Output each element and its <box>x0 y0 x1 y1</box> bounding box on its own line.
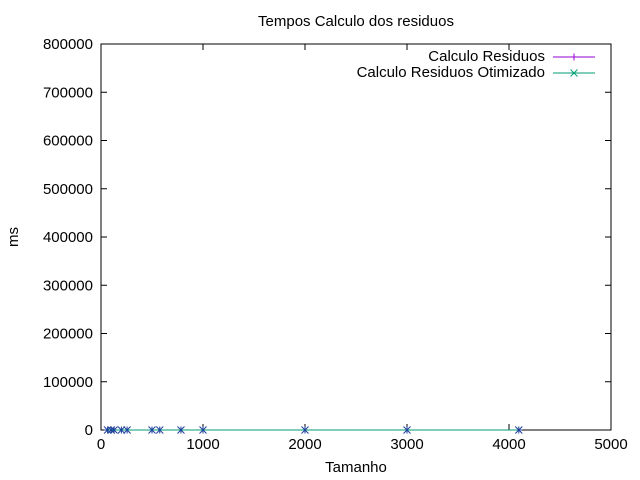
legend-marker-glyph-0 <box>570 53 578 61</box>
series-1-point-0 <box>103 426 112 434</box>
y-tick-label-2: 200000 <box>43 326 93 343</box>
series-1-point-8 <box>199 426 207 434</box>
y-tick-label-5: 500000 <box>43 181 93 198</box>
y-tick-label-6: 600000 <box>43 133 93 150</box>
x-tick-label-0: 0 <box>97 436 105 453</box>
series-1-point-5 <box>148 426 156 434</box>
y-tick-label-8: 800000 <box>43 36 93 53</box>
y-tick-label-4: 400000 <box>43 229 93 246</box>
x-tick-label-4: 4000 <box>492 436 525 453</box>
y-tick-label-3: 300000 <box>43 277 93 294</box>
y-axis-label: ms <box>5 227 22 247</box>
legend-marker-calculo-residuos-otimizado <box>570 69 578 77</box>
series-1-point-6 <box>155 426 164 434</box>
series-layer <box>103 426 523 434</box>
y-tick-label-0: 0 <box>85 422 93 439</box>
x-axis-ticks: 0 1000 2000 3000 4000 5000 <box>97 44 628 453</box>
x-axis-label: Tamanho <box>325 459 387 476</box>
series-1-point-11 <box>514 426 523 434</box>
legend: Calculo Residuos Calculo Residuos Otimiz… <box>357 48 595 81</box>
y-axis-ticks: 0 100000 200000 300000 400000 500000 600000 700… <box>43 36 611 439</box>
legend-label-calculo-residuos: Calculo Residuos <box>428 48 545 65</box>
y-tick-label-1: 100000 <box>43 374 93 391</box>
y-tick-label-7: 700000 <box>43 84 93 101</box>
legend-label-calculo-residuos-otimizado: Calculo Residuos Otimizado <box>357 64 545 81</box>
x-tick-label-1: 1000 <box>186 436 219 453</box>
series-1-point-10 <box>403 426 411 434</box>
series-1-point-9 <box>301 426 309 434</box>
x-tick-label-2: 2000 <box>288 436 321 453</box>
legend-marker-calculo-residuos <box>570 53 578 61</box>
legend-marker-glyph-1 <box>570 69 578 77</box>
x-tick-label-5: 5000 <box>594 436 627 453</box>
series-1-point-3 <box>117 426 126 434</box>
series-1-point-2 <box>110 426 118 434</box>
x-tick-label-3: 3000 <box>390 436 423 453</box>
series-1-point-7 <box>177 426 185 434</box>
series-1-point-1 <box>107 426 116 434</box>
chart-title: Tempos Calculo dos residuos <box>258 13 454 30</box>
plot-frame <box>100 43 612 431</box>
series-1-point-4 <box>123 426 131 434</box>
